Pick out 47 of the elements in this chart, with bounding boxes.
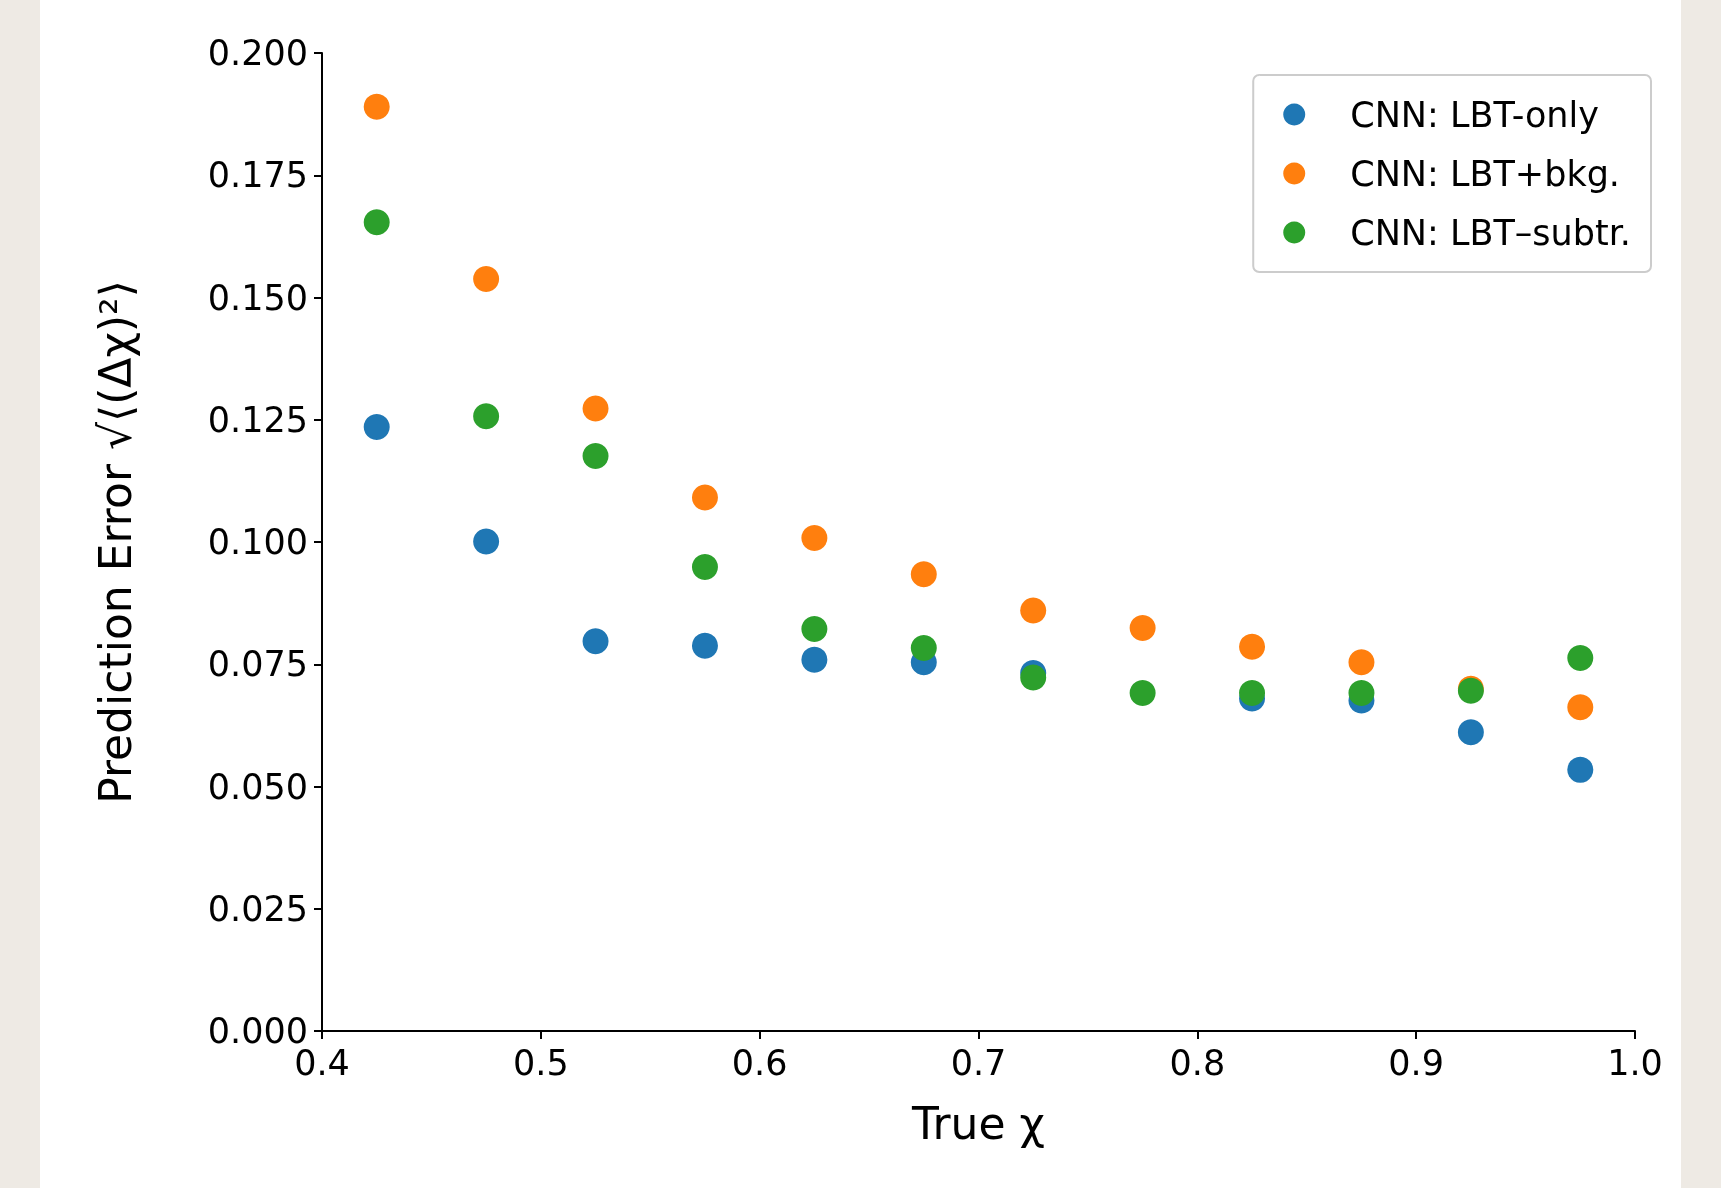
x-axis-title: True χ	[911, 1097, 1045, 1149]
point	[1239, 633, 1266, 660]
y-tick-label: 0.175	[207, 155, 308, 196]
y-tick-label: 0.050	[207, 766, 308, 807]
point	[1567, 756, 1594, 783]
x-tick-label: 0.8	[1169, 1042, 1226, 1083]
point	[582, 628, 609, 655]
x-tick-label: 0.9	[1388, 1042, 1444, 1083]
point	[1239, 680, 1266, 707]
y-tick-label: 0.200	[207, 33, 308, 73]
point	[473, 528, 500, 555]
x-tick-label: 1.0	[1607, 1042, 1663, 1083]
legend-label: CNN: LBT-only	[1350, 94, 1599, 135]
point	[691, 484, 718, 511]
point	[691, 632, 718, 659]
point	[801, 646, 828, 673]
point	[801, 616, 828, 643]
point	[363, 414, 390, 441]
point	[1348, 680, 1375, 707]
point	[363, 209, 390, 236]
point	[582, 442, 609, 469]
x-tick-label: 0.5	[513, 1042, 569, 1083]
y-tick-label: 0.150	[207, 277, 308, 318]
point	[1020, 597, 1047, 624]
y-tick-label: 0.100	[207, 522, 308, 562]
point	[1348, 649, 1375, 676]
point	[1129, 615, 1156, 642]
y-tick-label: 0.025	[207, 888, 308, 929]
legend-label: CNN: LBT–subtr.	[1350, 212, 1632, 253]
x-tick-label: 0.6	[731, 1042, 788, 1083]
point	[1457, 719, 1484, 746]
point	[1567, 644, 1594, 671]
point	[691, 553, 718, 580]
point	[363, 93, 390, 120]
point	[582, 395, 609, 422]
y-tick-label: 0.125	[207, 399, 308, 440]
point	[473, 403, 500, 430]
point	[1129, 680, 1156, 707]
point	[910, 561, 937, 588]
x-tick-label: 0.7	[950, 1042, 1007, 1083]
y-axis-title: Prediction Error √⟨(Δχ)²⟩	[89, 280, 141, 804]
legend-label: CNN: LBT+bkg.	[1350, 153, 1620, 194]
point	[1567, 694, 1594, 721]
point	[910, 635, 937, 662]
y-tick-label: 0.075	[207, 644, 308, 685]
point	[473, 265, 500, 292]
point	[801, 525, 828, 552]
